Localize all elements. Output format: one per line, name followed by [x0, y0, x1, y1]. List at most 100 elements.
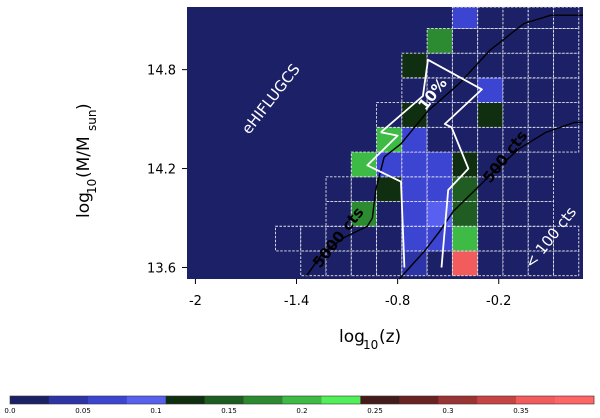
- heatmap-cell: [401, 52, 428, 79]
- heatmap-cell: [553, 52, 580, 79]
- y-tick-label: 13.6: [147, 261, 176, 276]
- colorbar-segment: [516, 396, 556, 404]
- contour-line: [398, 121, 583, 280]
- x-axis-ticks: -2 -1.4 -0.8 -0.2: [189, 279, 511, 309]
- y-axis-label-close: ): [74, 103, 94, 110]
- heatmap-cell: [350, 250, 378, 277]
- heatmap-cell: [527, 102, 554, 128]
- colorbar-segment: [243, 396, 283, 404]
- heatmap-cell: [426, 250, 453, 277]
- heatmap-cell: [401, 126, 428, 153]
- colorbar: 0.0 0.05 0.1 0.15 0.2 0.25 0.3 0.35: [4, 395, 595, 415]
- heatmap-cell: [553, 102, 580, 128]
- y-tick-label: 14.8: [147, 64, 176, 79]
- y-axis-label-sub: 10: [85, 179, 99, 194]
- y-axis-label-log: log: [74, 192, 94, 218]
- heatmap-cell: [401, 151, 428, 178]
- heatmap-cell: [376, 102, 403, 128]
- heatmap-cell: [553, 250, 580, 277]
- heatmap-cell: [553, 126, 580, 153]
- heatmap-cell: [300, 225, 327, 252]
- colorbar-tick-label: 0.05: [75, 407, 91, 415]
- heatmap-cell: [426, 201, 453, 227]
- heatmap-cell: [527, 176, 554, 202]
- heatmap-cell: [527, 151, 554, 178]
- heatmap-cell: [527, 27, 554, 54]
- colorbar-segment: [48, 396, 89, 404]
- colorbar-tick-label: 0.35: [513, 407, 529, 415]
- y-axis-label: log 10 (M/M sun ): [74, 103, 99, 218]
- x-tick-label: -0.8: [385, 294, 410, 309]
- contour-line: [366, 131, 406, 268]
- heatmap-cell: [502, 102, 529, 128]
- heatmap-cell: [477, 6, 504, 29]
- heatmap-cell: [376, 126, 403, 153]
- colorbar-segment: [87, 396, 128, 404]
- heatmap-cell: [502, 225, 529, 252]
- contour-line: [306, 14, 583, 277]
- heatmap-cell: [451, 250, 479, 277]
- x-axis-label-log: log: [339, 327, 365, 347]
- heatmap-cell: [451, 27, 479, 54]
- heatmap-cell: [477, 102, 504, 128]
- heatmap-cell: [502, 52, 529, 79]
- colorbar-segment: [10, 396, 50, 404]
- heatmap-cell: [325, 225, 352, 252]
- heatmap-cell: [451, 201, 479, 227]
- axes: -2 -1.4 -0.8 -0.2 13.6 14.2 14.8: [147, 64, 511, 309]
- heatmap-cell: [502, 6, 529, 29]
- heatmap-cell: [451, 225, 479, 252]
- heatmap-cell: [325, 176, 352, 202]
- heatmap-cell: [502, 27, 529, 54]
- colorbar-segment: [438, 396, 478, 404]
- colorbar-segment: [282, 396, 322, 404]
- colorbar-tick-label: 0.1: [150, 407, 161, 415]
- colorbar-segment: [360, 396, 400, 404]
- heatmap-cell: [477, 250, 504, 277]
- colorbar-tick-label: 0.3: [442, 407, 453, 415]
- heatmap-cell: [376, 225, 403, 252]
- heatmap-cell: [527, 201, 554, 227]
- colorbar-tick-label: 0.25: [367, 407, 383, 415]
- colorbar-frame: [9, 395, 595, 405]
- colorbar-tick-label: 0.2: [296, 407, 307, 415]
- heatmap-cell: [426, 77, 453, 104]
- heatmap-cell: [502, 77, 529, 104]
- heatmap-cell: [350, 151, 378, 178]
- heatmap-cell: [451, 52, 479, 79]
- colorbar-segment: [204, 396, 244, 404]
- heatmap-cell: [451, 6, 479, 29]
- y-axis-ticks: 13.6 14.2 14.8: [147, 64, 187, 276]
- colorbar-segment: [321, 396, 361, 404]
- heatmap-cell: [527, 52, 554, 79]
- heatmap-cell: [426, 126, 453, 153]
- heatmap-cell: [401, 201, 428, 227]
- heatmap-cell: [477, 201, 504, 227]
- colorbar-tick-label: 0.15: [221, 407, 237, 415]
- heatmap-cell: [376, 201, 403, 227]
- x-axis-label: log 10 (z): [339, 327, 401, 352]
- heatmap-cell: [477, 126, 504, 153]
- y-tick-label: 14.2: [147, 163, 176, 178]
- colorbar-segment: [555, 396, 595, 404]
- contour-lines: [306, 14, 583, 280]
- colorbar-segment: [165, 396, 205, 404]
- colorbar-segment: [399, 396, 439, 404]
- heatmap-cell: [350, 176, 378, 202]
- x-tick-label: -0.2: [486, 294, 511, 309]
- heatmap-cell: [426, 102, 453, 128]
- heatmap-cell: [553, 27, 580, 54]
- heatmap-cell: [451, 77, 479, 104]
- heatmap-cell: [553, 225, 580, 252]
- x-tick-label: -1.4: [284, 294, 309, 309]
- heatmap-cell: [502, 201, 529, 227]
- y-axis-label-mass: (M/M: [74, 136, 94, 178]
- heatmap-cell: [275, 225, 302, 252]
- colorbar-tick-label: 0.0: [4, 407, 15, 415]
- heatmap-cell: [527, 77, 554, 104]
- x-axis-label-sub: 10: [363, 338, 378, 352]
- x-tick-label: -2: [189, 294, 202, 309]
- colorbar-segment: [126, 396, 167, 404]
